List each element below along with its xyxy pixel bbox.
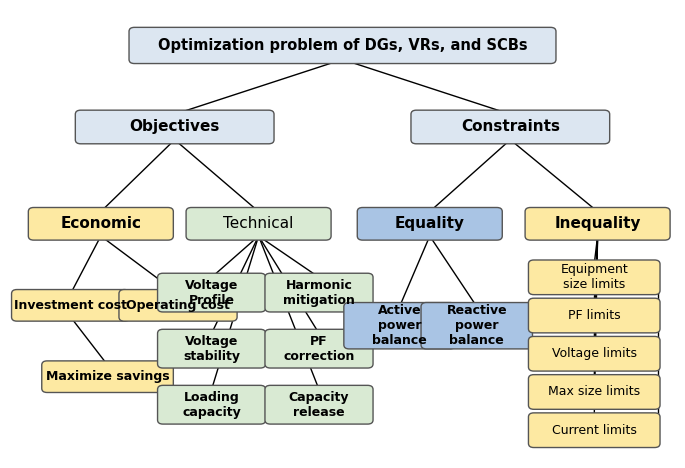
FancyBboxPatch shape (12, 290, 129, 321)
Text: Constraints: Constraints (461, 119, 560, 134)
FancyBboxPatch shape (158, 273, 266, 312)
FancyBboxPatch shape (528, 413, 660, 447)
Text: Capacity
release: Capacity release (289, 391, 349, 419)
Text: Maximize savings: Maximize savings (46, 370, 169, 383)
Text: Voltage
stability: Voltage stability (183, 335, 240, 363)
Text: Active
power
balance: Active power balance (372, 304, 427, 347)
Text: PF
correction: PF correction (284, 335, 355, 363)
Text: Equipment
size limits: Equipment size limits (560, 263, 628, 291)
FancyBboxPatch shape (525, 207, 670, 240)
FancyBboxPatch shape (186, 207, 331, 240)
Text: Operating cost: Operating cost (126, 299, 230, 312)
FancyBboxPatch shape (528, 298, 660, 333)
Text: Optimization problem of DGs, VRs, and SCBs: Optimization problem of DGs, VRs, and SC… (158, 38, 527, 53)
Text: Reactive
power
balance: Reactive power balance (447, 304, 507, 347)
FancyBboxPatch shape (528, 336, 660, 371)
Text: Investment cost: Investment cost (14, 299, 127, 312)
FancyBboxPatch shape (421, 302, 532, 349)
Text: Technical: Technical (223, 216, 294, 231)
FancyBboxPatch shape (119, 290, 237, 321)
Text: Voltage limits: Voltage limits (551, 347, 637, 360)
FancyBboxPatch shape (28, 207, 173, 240)
Text: Max size limits: Max size limits (548, 386, 640, 398)
FancyBboxPatch shape (358, 207, 502, 240)
FancyBboxPatch shape (129, 27, 556, 64)
Text: Economic: Economic (60, 216, 141, 231)
FancyBboxPatch shape (75, 110, 274, 144)
FancyBboxPatch shape (265, 329, 373, 368)
FancyBboxPatch shape (158, 385, 266, 424)
FancyBboxPatch shape (344, 302, 456, 349)
FancyBboxPatch shape (528, 375, 660, 410)
FancyBboxPatch shape (265, 273, 373, 312)
Text: Current limits: Current limits (552, 424, 636, 437)
Text: Objectives: Objectives (129, 119, 220, 134)
Text: Loading
capacity: Loading capacity (182, 391, 241, 419)
FancyBboxPatch shape (42, 361, 173, 393)
FancyBboxPatch shape (265, 385, 373, 424)
FancyBboxPatch shape (528, 260, 660, 295)
Text: Equality: Equality (395, 216, 464, 231)
FancyBboxPatch shape (158, 329, 266, 368)
Text: PF limits: PF limits (568, 309, 621, 322)
Text: Voltage
Profile: Voltage Profile (185, 278, 238, 307)
Text: Harmonic
mitigation: Harmonic mitigation (283, 278, 355, 307)
Text: Inequality: Inequality (554, 216, 641, 231)
FancyBboxPatch shape (411, 110, 610, 144)
